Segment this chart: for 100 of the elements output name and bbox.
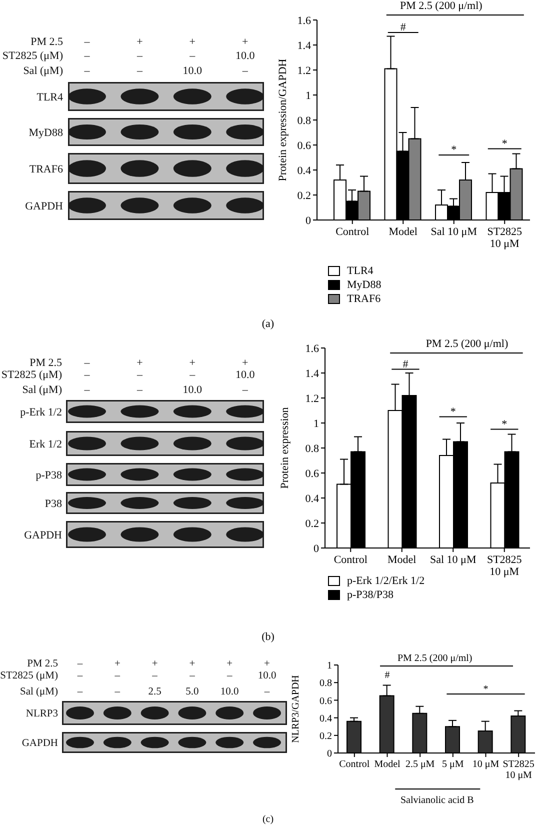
annotation: * (483, 684, 488, 695)
text: GAPDH (25, 200, 64, 212)
x-tick-label: Control (339, 759, 370, 770)
y-tick-label: 0.6 (305, 468, 320, 480)
category-label: ST2825 (μM) (2, 50, 63, 62)
text: + (226, 658, 233, 670)
text: – (77, 670, 83, 682)
y-tick-label: 1.4 (305, 368, 320, 380)
y-axis-title: NLRP3/GAPDH (290, 675, 302, 743)
text: Salvianolic acid B (400, 795, 474, 806)
text: + (242, 36, 248, 48)
x-tick-label: 5 μM (442, 759, 464, 770)
text: NLRP3 (26, 708, 58, 720)
y-tick-label: 0.8 (320, 678, 332, 690)
y-axis-title: Protein expression/GAPDH (276, 58, 289, 182)
text: + (152, 658, 158, 670)
text: + (114, 658, 120, 670)
text: – (226, 670, 232, 682)
category-label: PM 2.5 (30, 36, 63, 48)
y-tick-label: 0.4 (297, 164, 312, 177)
text: + (136, 36, 143, 48)
text: – (190, 368, 196, 381)
text: p-Erk 1/2 (20, 406, 62, 418)
text: GAPDH (24, 529, 62, 542)
y-tick-label: 0.8 (305, 442, 320, 455)
category-label: ST2825 (μM) (1, 368, 62, 381)
text: (b) (262, 631, 275, 643)
text: – (114, 686, 120, 698)
text: 10.0 (182, 384, 202, 396)
text: – (84, 356, 90, 369)
y-tick-label: 0.2 (305, 518, 319, 530)
text: – (136, 384, 142, 396)
y-tick-label: 1.2 (297, 64, 311, 77)
text: – (152, 670, 158, 682)
text: – (136, 64, 142, 77)
annotation: # (400, 22, 406, 34)
text: 5.0 (186, 686, 199, 698)
text: P38 (44, 498, 62, 510)
text: (a) (262, 318, 274, 330)
text: p-P38 (36, 469, 62, 482)
text: – (242, 384, 248, 396)
y-tick-label: 1 (306, 90, 311, 102)
text: + (264, 658, 270, 670)
text: – (84, 50, 90, 62)
text: – (77, 658, 83, 670)
category-label: PM 2.5 (30, 356, 62, 369)
y-tick-label: 0.8 (297, 114, 312, 127)
x-tick-label: Sal 10 μM (430, 226, 478, 238)
category-label: PM 2.5 (27, 658, 58, 670)
text: – (136, 368, 142, 381)
y-tick-label: 1.4 (297, 40, 312, 52)
x-tick-label: Sal 10 μM (430, 554, 476, 566)
text: – (84, 64, 90, 77)
text: 10.0 (220, 686, 239, 698)
text: PM 2.5 (200 μ/ml) (397, 653, 472, 664)
y-tick-label: 0.4 (305, 492, 320, 505)
x-tick-label: 10 μM (472, 759, 500, 770)
text: 2.5 (148, 686, 162, 698)
text: + (189, 356, 196, 369)
y-tick-label: 0.6 (320, 696, 332, 707)
legend-label: TLR4 (347, 265, 374, 277)
y-tick-label: 0 (306, 214, 312, 227)
x-tick-label: Control (336, 226, 370, 238)
legend-label: TRAF6 (347, 293, 381, 305)
text: PM 2.5 (200 μ/ml) (400, 0, 483, 12)
text: – (114, 670, 120, 682)
category-label: Sal (μM) (20, 686, 58, 698)
text: + (189, 658, 196, 670)
y-tick-label: 0 (314, 542, 320, 555)
y-axis-title: Protein expression (278, 406, 291, 489)
text: – (77, 686, 83, 698)
annotation: PM 2.5 (200 μ/ml) (426, 338, 508, 350)
annotation: # (402, 358, 409, 370)
y-tick-label: 0.6 (297, 140, 312, 152)
x-tick-label: ST2825 10 μM (502, 759, 534, 781)
text: (c) (262, 814, 274, 825)
y-tick-label: 1.6 (305, 342, 320, 355)
y-tick-label: 1 (314, 418, 319, 430)
text: – (84, 368, 90, 381)
y-tick-label: 0.2 (297, 190, 311, 202)
text: – (136, 50, 142, 62)
text: + (242, 356, 248, 369)
text: MyD88 (28, 126, 64, 139)
y-tick-label: 0.2 (320, 730, 332, 742)
y-tick-label: 0.4 (320, 713, 332, 724)
text: Erk 1/2 (29, 438, 62, 450)
text: – (264, 686, 270, 698)
legend-label: p-P38/P38 (347, 589, 394, 601)
text: 10.0 (235, 50, 255, 62)
text: TRAF6 (29, 163, 64, 176)
text: – (84, 384, 90, 396)
text: 10.0 (235, 368, 255, 381)
x-tick-label: ST2825 10 μM (486, 554, 522, 578)
category-label: ST2825 (μM) (0, 670, 58, 682)
annotation: * (450, 406, 456, 418)
text: – (84, 36, 90, 48)
text: – (190, 670, 195, 682)
y-tick-label: 0 (327, 748, 332, 760)
x-tick-label: Model (388, 554, 416, 566)
text: 10.0 (182, 64, 202, 77)
